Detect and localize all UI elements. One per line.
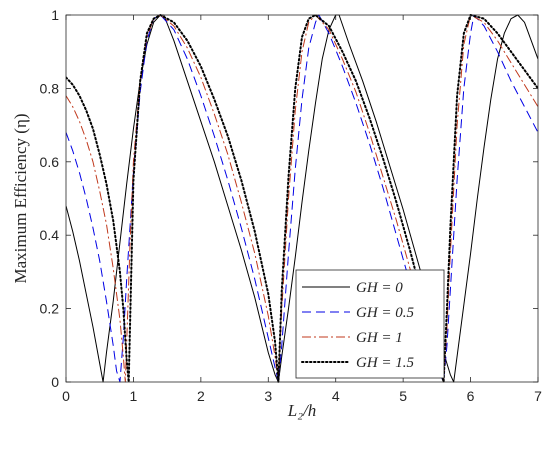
series-line-gh-3: [66, 14, 538, 383]
series-line-gh-1: [66, 14, 538, 383]
x-tick-label: 1: [130, 388, 138, 404]
y-axis-label: Maximum Efficiency (η): [11, 113, 30, 283]
legend-box: [295, 269, 445, 379]
y-tick-label: 0.2: [40, 301, 60, 317]
axes-layer: 0 1 2 3 4 5 6 7 0 0.2 0.4 0.6 0.8 1: [40, 7, 543, 404]
x-axis-label: L₂/h: [287, 401, 317, 420]
legend-label-2: GH = 1: [356, 330, 403, 346]
axes-frame: [65, 14, 539, 383]
x-tick-label: 7: [534, 388, 542, 404]
y-tick-label: 0.6: [40, 154, 60, 170]
legend: GH = 0 GH = 0.5 GH = 1 GH = 1.5: [295, 269, 445, 379]
legend-label-3: GH = 1.5: [356, 355, 415, 371]
x-tick-label: 2: [197, 388, 205, 404]
y-tick-label: 1: [51, 7, 59, 23]
y-tick-label: 0.4: [40, 227, 60, 243]
x-tick-label: 4: [332, 388, 340, 404]
x-tick-label: 5: [399, 388, 407, 404]
series-line-gh-2: [66, 14, 538, 383]
x-tick-label: 0: [62, 388, 70, 404]
legend-label-0: GH = 0: [356, 280, 403, 296]
y-tick-label: 0.8: [40, 80, 60, 96]
x-tick-label: 6: [467, 388, 475, 404]
series-line-gh-0: [66, 14, 538, 383]
x-tick-label: 3: [264, 388, 272, 404]
series-layer: [66, 14, 538, 383]
y-tick-label: 0: [51, 374, 59, 390]
legend-label-1: GH = 0.5: [356, 305, 415, 321]
